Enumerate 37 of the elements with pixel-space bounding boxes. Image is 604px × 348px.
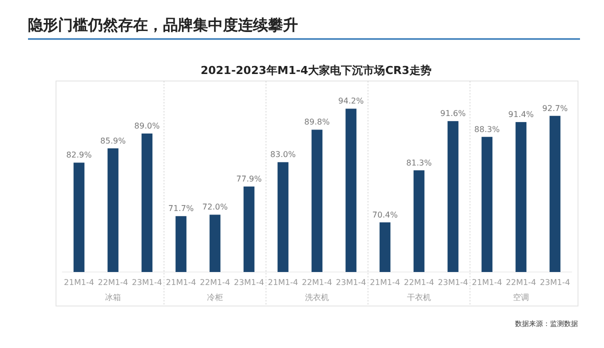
data-label: 91.4% — [508, 110, 534, 120]
text: 洗衣机 — [305, 293, 329, 302]
x-tick-label: 23M1-4 — [336, 278, 366, 287]
text: 干衣机 — [407, 293, 431, 302]
data-label: 83.0% — [270, 150, 296, 160]
x-tick-label: 21M1-4 — [166, 278, 196, 287]
data-label: 77.9% — [236, 174, 262, 184]
x-tick-label: 21M1-4 — [268, 278, 298, 287]
x-tick-label: 23M1-4 — [234, 278, 264, 287]
data-label: 91.6% — [440, 109, 466, 118]
x-tick-label: 22M1-4 — [200, 278, 230, 287]
chart-title: 隐形门槛仍然存在，品牌集中度连续攀升 — [28, 16, 298, 34]
data-label: 82.9% — [66, 150, 92, 160]
data-label: 89.8% — [304, 118, 330, 127]
x-tick-label: 23M1-4 — [540, 278, 570, 287]
x-tick-label: 23M1-4 — [132, 278, 162, 287]
x-tick-label: 22M1-4 — [506, 278, 536, 287]
text: 冷柜 — [207, 293, 223, 302]
x-tick-label: 22M1-4 — [98, 278, 128, 287]
x-tick-label: 21M1-4 — [370, 278, 400, 287]
data-label: 85.9% — [100, 136, 126, 146]
data-label: 72.0% — [202, 202, 228, 212]
chart-subtitle: 2021-2023年M1-4大家电下沉市场CR3走势 — [200, 64, 432, 77]
data-label: 92.7% — [542, 104, 568, 113]
text: 冰箱 — [105, 293, 121, 302]
x-tick-label: 22M1-4 — [404, 278, 434, 287]
data-label: 88.3% — [474, 124, 500, 134]
x-tick-label: 23M1-4 — [438, 278, 468, 287]
data-label: 94.2% — [338, 96, 364, 106]
data-label: 81.3% — [406, 158, 432, 168]
data-label: 89.0% — [134, 122, 160, 131]
x-tick-label: 21M1-4 — [64, 278, 94, 287]
text: 空调 — [513, 293, 529, 302]
data-label: 70.4% — [372, 210, 398, 220]
x-tick-label: 21M1-4 — [472, 278, 502, 287]
data-label: 71.7% — [168, 204, 194, 214]
x-tick-label: 22M1-4 — [302, 278, 332, 287]
